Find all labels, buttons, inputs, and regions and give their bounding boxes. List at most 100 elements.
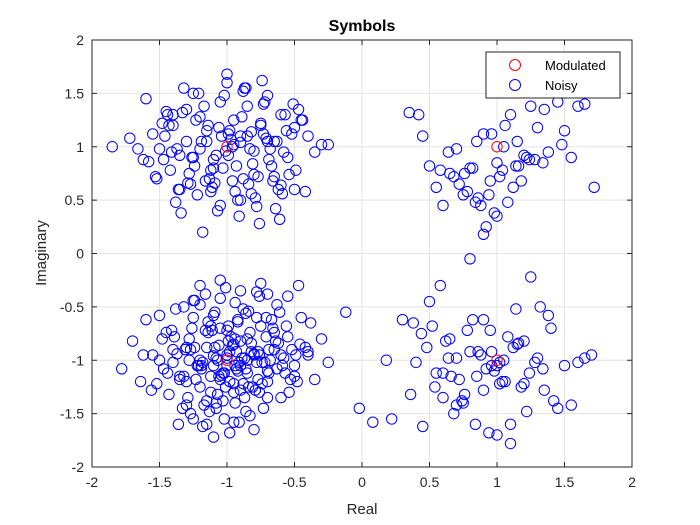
noisy-point: [279, 367, 291, 379]
noisy-point: [521, 405, 533, 418]
noisy-point: [448, 407, 460, 420]
noisy-point: [180, 375, 193, 388]
noisy-point: [480, 221, 492, 233]
noisy-point: [237, 303, 249, 315]
x-tick-label: -2: [86, 474, 99, 490]
noisy-point: [430, 181, 442, 194]
noisy-point: [264, 143, 276, 155]
noisy-point: [174, 149, 186, 161]
noisy-point: [188, 160, 201, 172]
y-tick-label: -1.5: [60, 406, 84, 422]
noisy-point: [170, 196, 182, 208]
noisy-point: [450, 352, 463, 364]
noisy-point: [440, 335, 452, 347]
noisy-point: [272, 337, 284, 349]
noisy-point: [472, 346, 484, 358]
noisy-point: [207, 431, 220, 443]
noisy-point: [437, 199, 449, 212]
y-tick-label: -2: [72, 459, 85, 475]
noisy-point: [282, 290, 294, 302]
noisy-point: [228, 416, 240, 428]
noisy-point: [521, 151, 533, 164]
noisy-point: [202, 119, 214, 132]
y-tick-label: 1.5: [65, 85, 85, 101]
noisy-point: [175, 207, 187, 219]
noisy-point: [179, 343, 191, 356]
noisy-point: [201, 418, 213, 430]
noisy-point: [221, 68, 233, 80]
noisy-point: [126, 335, 139, 347]
legend-box: [485, 51, 621, 99]
noisy-point: [214, 199, 226, 212]
noisy-point: [498, 141, 510, 153]
noisy-point: [261, 391, 274, 404]
noisy-point: [558, 125, 571, 137]
noisy-point: [224, 427, 236, 439]
noisy-point: [464, 253, 476, 265]
noisy-point: [211, 354, 224, 366]
noisy-point: [230, 160, 243, 172]
noisy-point: [518, 335, 530, 347]
noisy-point: [234, 285, 247, 297]
noisy-point: [106, 141, 118, 153]
noisy-point: [199, 288, 212, 300]
noisy-point: [286, 128, 298, 140]
noisy-point: [453, 373, 465, 386]
noisy-point: [299, 341, 311, 354]
noisy-point: [572, 100, 584, 112]
noisy-point: [515, 175, 527, 187]
noisy-point: [496, 375, 509, 388]
noisy-point: [461, 185, 473, 198]
noisy-point: [287, 98, 299, 110]
noisy-point: [132, 143, 144, 155]
noisy-point: [529, 153, 541, 166]
noisy-point: [205, 320, 217, 332]
noisy-point: [167, 109, 179, 121]
noisy-point: [288, 183, 301, 196]
noisy-point: [502, 331, 514, 343]
noisy-point: [538, 103, 550, 116]
noisy-point: [180, 341, 193, 354]
noisy-point: [268, 326, 280, 339]
x-axis-label: Real: [347, 501, 378, 518]
noisy-point: [283, 386, 295, 398]
noisy-point: [485, 128, 498, 140]
noisy-point: [232, 316, 244, 328]
noisy-point: [283, 168, 295, 181]
noisy-point: [156, 333, 168, 345]
noisy-point: [249, 384, 262, 396]
noisy-point: [182, 391, 194, 404]
noisy-point: [205, 386, 217, 398]
noisy-point: [556, 138, 568, 151]
noisy-point: [260, 311, 272, 324]
noisy-point: [515, 381, 527, 393]
noisy-point: [240, 82, 252, 94]
noisy-point: [147, 349, 159, 361]
noisy-point: [245, 337, 258, 349]
noisy-point: [172, 418, 185, 430]
noisy-point: [275, 349, 287, 361]
noisy-point: [171, 143, 183, 155]
noisy-point: [309, 373, 321, 386]
noisy-point: [214, 274, 226, 286]
noisy-point: [168, 331, 181, 343]
x-tick-label: 0.5: [420, 474, 440, 490]
noisy-point: [178, 82, 190, 94]
noisy-point: [290, 164, 302, 176]
noisy-point: [534, 301, 546, 313]
noisy-point: [494, 378, 506, 390]
noisy-point: [237, 85, 249, 97]
noisy-point: [234, 136, 247, 149]
noisy-point: [226, 339, 239, 352]
noisy-point: [251, 356, 263, 369]
noisy-point: [294, 338, 306, 350]
noisy-point: [275, 179, 287, 191]
noisy-point: [407, 317, 419, 329]
noisy-point: [483, 189, 495, 201]
noisy-point: [485, 346, 498, 358]
noisy-point: [458, 388, 471, 401]
noisy-point: [251, 311, 263, 324]
noisy-point: [151, 173, 163, 185]
noisy-point: [417, 130, 429, 142]
